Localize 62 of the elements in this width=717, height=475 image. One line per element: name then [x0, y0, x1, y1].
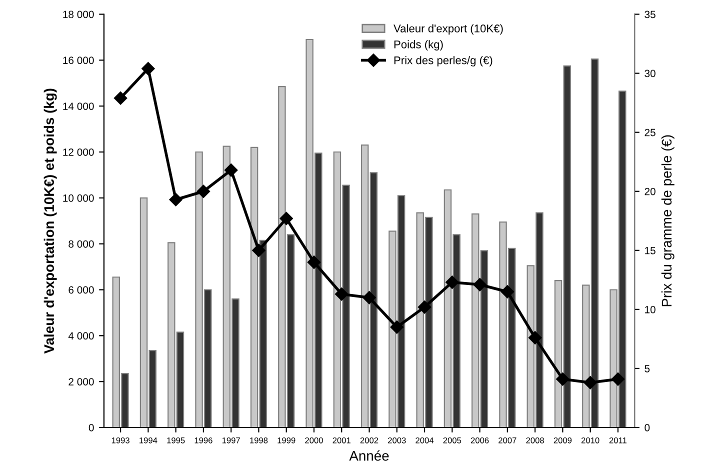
point	[500, 285, 514, 298]
x-tick-label: 2010	[581, 437, 600, 444]
y-tick-label: 16 000	[63, 56, 94, 64]
x-tick-label: 1998	[250, 437, 268, 444]
y2-tick-label: 35	[644, 10, 656, 18]
y2-tick-label: 30	[644, 70, 656, 78]
legend-label: Prix des perles/g (€)	[394, 56, 492, 66]
y2-axis-title: Prix du gramme de perle (€)	[661, 135, 674, 306]
y2-tick-label: 15	[645, 247, 656, 254]
point	[528, 331, 542, 344]
y-tick-label: 4 000	[68, 332, 94, 340]
y-tick-label: 14 000	[63, 102, 94, 110]
legend-label: Poids (kg)	[394, 40, 443, 51]
y2-tick-label: 0	[644, 424, 650, 432]
x-tick-label: 2000	[305, 437, 323, 444]
point	[390, 320, 404, 334]
point	[335, 287, 348, 301]
x-tick-label: 2004	[416, 437, 434, 444]
y2-tick-label: 5	[644, 365, 650, 372]
x-tick-label: 1994	[140, 437, 158, 444]
y-tick-label: 10 000	[63, 194, 94, 202]
x-tick-label: 2006	[470, 437, 489, 444]
x-tick-label: 1993	[112, 437, 130, 444]
point	[307, 256, 321, 269]
point	[584, 376, 597, 390]
x-tick-label: 2009	[554, 437, 572, 444]
y2-tick-label: 10	[645, 306, 656, 314]
x-tick-label: 1999	[278, 437, 296, 444]
point	[196, 184, 210, 198]
y-tick-label: 2 000	[68, 378, 94, 386]
legend-label: Valeur d'export (10K€)	[394, 24, 503, 35]
x-tick-label: 2011	[609, 437, 627, 444]
x-tick-label: 2008	[526, 437, 544, 444]
point	[418, 300, 432, 314]
y2-tick-label: 25	[644, 128, 656, 136]
point	[280, 212, 293, 226]
x-tick-label: 2003	[388, 437, 406, 444]
point	[142, 62, 155, 76]
point	[114, 91, 128, 105]
x-tick-label: 2005	[443, 437, 462, 444]
y-axis-title: Valeur d'exportation (10K€) et poids (kg)	[44, 88, 57, 354]
x-tick-label: 2001	[332, 437, 350, 444]
point	[224, 164, 238, 177]
y-tick-label: 18 000	[63, 10, 94, 18]
x-tick-label: 1997	[222, 437, 240, 444]
point	[252, 244, 266, 257]
x-axis-title: Année	[349, 450, 389, 461]
point	[446, 276, 459, 289]
point	[556, 372, 570, 386]
point	[169, 193, 182, 206]
x-tick-label: 2007	[498, 437, 516, 444]
y-tick-label: 8 000	[68, 240, 94, 248]
x-tick-label: 2002	[360, 437, 378, 444]
x-tick-label: 1995	[167, 437, 185, 444]
point	[611, 372, 625, 386]
point	[473, 278, 486, 292]
y-tick-label: 6 000	[68, 286, 94, 294]
x-tick-label: 1996	[194, 437, 212, 444]
y-tick-label: 12 000	[63, 148, 94, 156]
y-tick-label: 0	[88, 424, 94, 432]
y2-tick-label: 20	[644, 188, 656, 196]
point	[362, 291, 376, 304]
